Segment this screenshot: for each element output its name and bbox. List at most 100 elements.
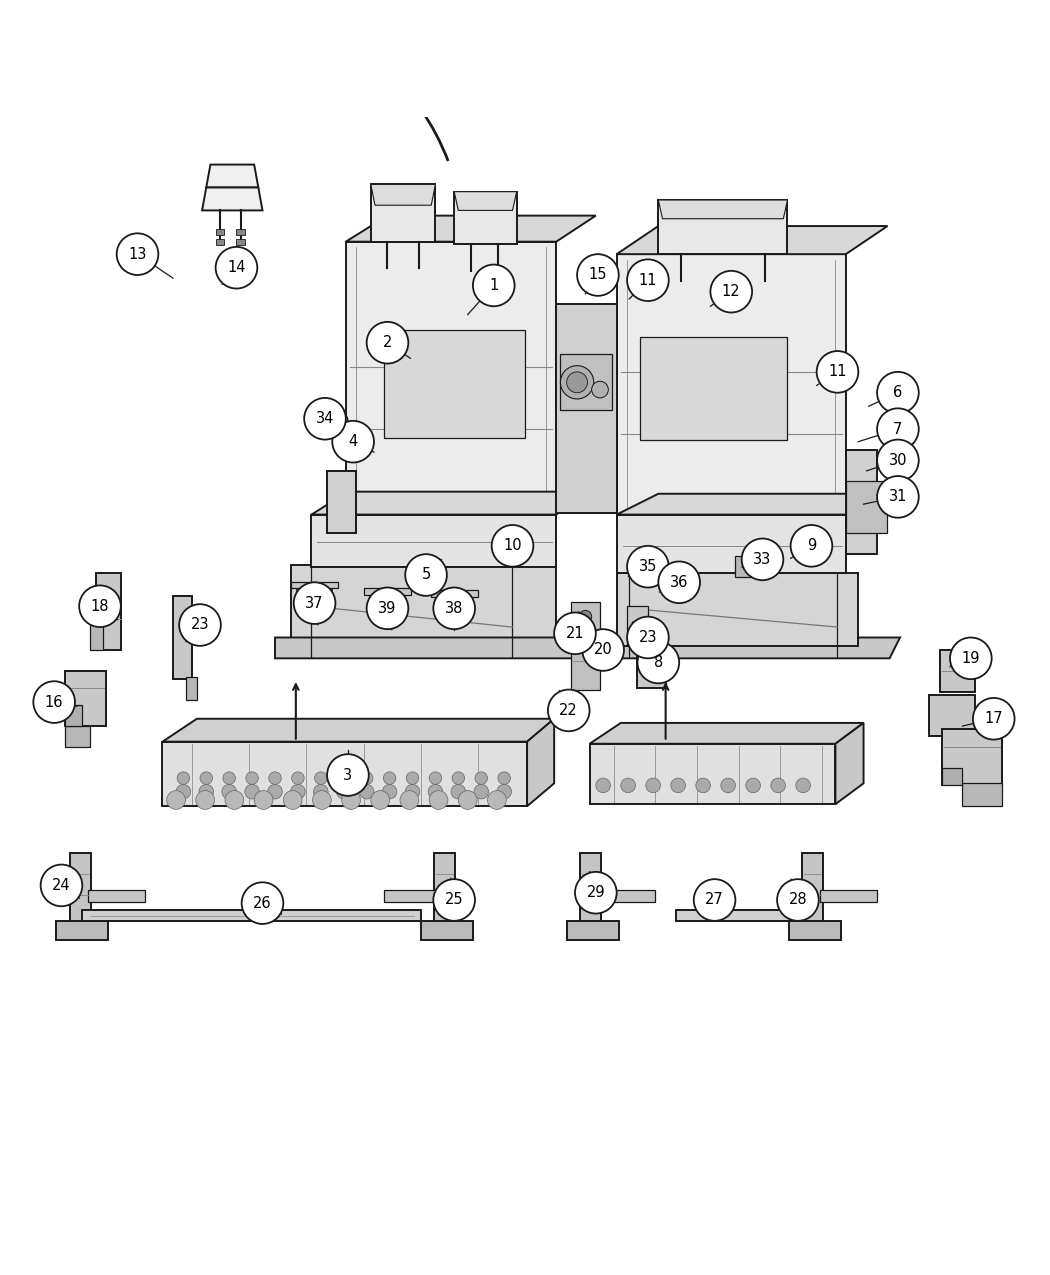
Circle shape [177, 771, 190, 784]
Circle shape [474, 784, 488, 799]
Circle shape [245, 784, 259, 799]
Text: 17: 17 [985, 711, 1003, 727]
Circle shape [627, 259, 669, 301]
Circle shape [41, 864, 82, 907]
Circle shape [337, 771, 350, 784]
Text: 1: 1 [489, 278, 499, 293]
Polygon shape [789, 921, 841, 940]
Circle shape [246, 771, 258, 784]
Text: 23: 23 [638, 630, 657, 645]
Text: 11: 11 [828, 365, 846, 380]
Circle shape [491, 525, 533, 566]
Circle shape [627, 546, 669, 588]
Polygon shape [312, 492, 588, 515]
Polygon shape [836, 723, 863, 805]
Polygon shape [202, 187, 262, 210]
Text: 9: 9 [806, 538, 816, 553]
Text: 23: 23 [191, 617, 209, 632]
Circle shape [696, 778, 711, 793]
Circle shape [429, 790, 448, 810]
Circle shape [796, 778, 811, 793]
Circle shape [567, 372, 588, 393]
Text: 33: 33 [753, 552, 772, 567]
Circle shape [304, 398, 345, 440]
Polygon shape [82, 910, 421, 921]
Circle shape [671, 778, 686, 793]
Polygon shape [87, 890, 145, 903]
Text: 26: 26 [253, 895, 272, 910]
Circle shape [621, 778, 635, 793]
Circle shape [452, 784, 465, 799]
Polygon shape [89, 617, 103, 650]
Polygon shape [567, 921, 618, 940]
Circle shape [405, 784, 420, 799]
Circle shape [382, 784, 397, 799]
Circle shape [200, 771, 212, 784]
Circle shape [580, 611, 591, 623]
Text: 7: 7 [894, 422, 903, 436]
Circle shape [475, 771, 487, 784]
Polygon shape [963, 783, 1002, 806]
Polygon shape [384, 330, 525, 437]
Text: 16: 16 [45, 695, 63, 710]
Circle shape [360, 771, 373, 784]
Circle shape [313, 790, 331, 810]
Polygon shape [616, 572, 858, 646]
Circle shape [314, 784, 328, 799]
Polygon shape [187, 677, 196, 700]
Circle shape [583, 629, 624, 671]
Circle shape [472, 265, 514, 306]
Circle shape [694, 880, 735, 921]
Polygon shape [942, 729, 1002, 785]
Circle shape [595, 778, 610, 793]
Polygon shape [291, 581, 338, 588]
Circle shape [198, 784, 213, 799]
Circle shape [383, 771, 396, 784]
Polygon shape [597, 890, 655, 903]
Circle shape [973, 697, 1014, 740]
Circle shape [254, 790, 273, 810]
Text: 2: 2 [383, 335, 393, 351]
Circle shape [176, 784, 191, 799]
Circle shape [506, 548, 523, 565]
Polygon shape [65, 705, 82, 725]
Polygon shape [421, 921, 472, 940]
Text: 25: 25 [445, 892, 463, 908]
Text: 12: 12 [722, 284, 740, 300]
Circle shape [817, 351, 858, 393]
Text: 8: 8 [654, 655, 663, 669]
Circle shape [117, 233, 159, 275]
Circle shape [771, 778, 785, 793]
Polygon shape [206, 164, 258, 187]
Polygon shape [820, 890, 877, 903]
Circle shape [741, 538, 783, 580]
Polygon shape [590, 723, 863, 743]
Text: 22: 22 [560, 703, 579, 718]
Circle shape [561, 366, 593, 399]
Circle shape [591, 381, 608, 398]
Text: 4: 4 [349, 435, 358, 449]
Text: 27: 27 [706, 892, 723, 908]
Polygon shape [571, 602, 600, 690]
Polygon shape [846, 450, 877, 555]
Polygon shape [527, 719, 554, 806]
Circle shape [341, 790, 360, 810]
Circle shape [294, 583, 335, 623]
Text: 15: 15 [589, 268, 607, 283]
Polygon shape [345, 215, 595, 242]
Polygon shape [942, 768, 963, 785]
Circle shape [406, 771, 419, 784]
Text: 30: 30 [888, 453, 907, 468]
Polygon shape [629, 566, 648, 578]
Text: 11: 11 [638, 273, 657, 288]
Polygon shape [627, 606, 648, 646]
Circle shape [405, 555, 447, 595]
Circle shape [336, 784, 351, 799]
Polygon shape [163, 742, 527, 806]
Polygon shape [658, 200, 788, 219]
Polygon shape [328, 470, 356, 533]
Polygon shape [312, 515, 556, 566]
Circle shape [498, 771, 510, 784]
Circle shape [366, 321, 408, 363]
Circle shape [34, 681, 75, 723]
